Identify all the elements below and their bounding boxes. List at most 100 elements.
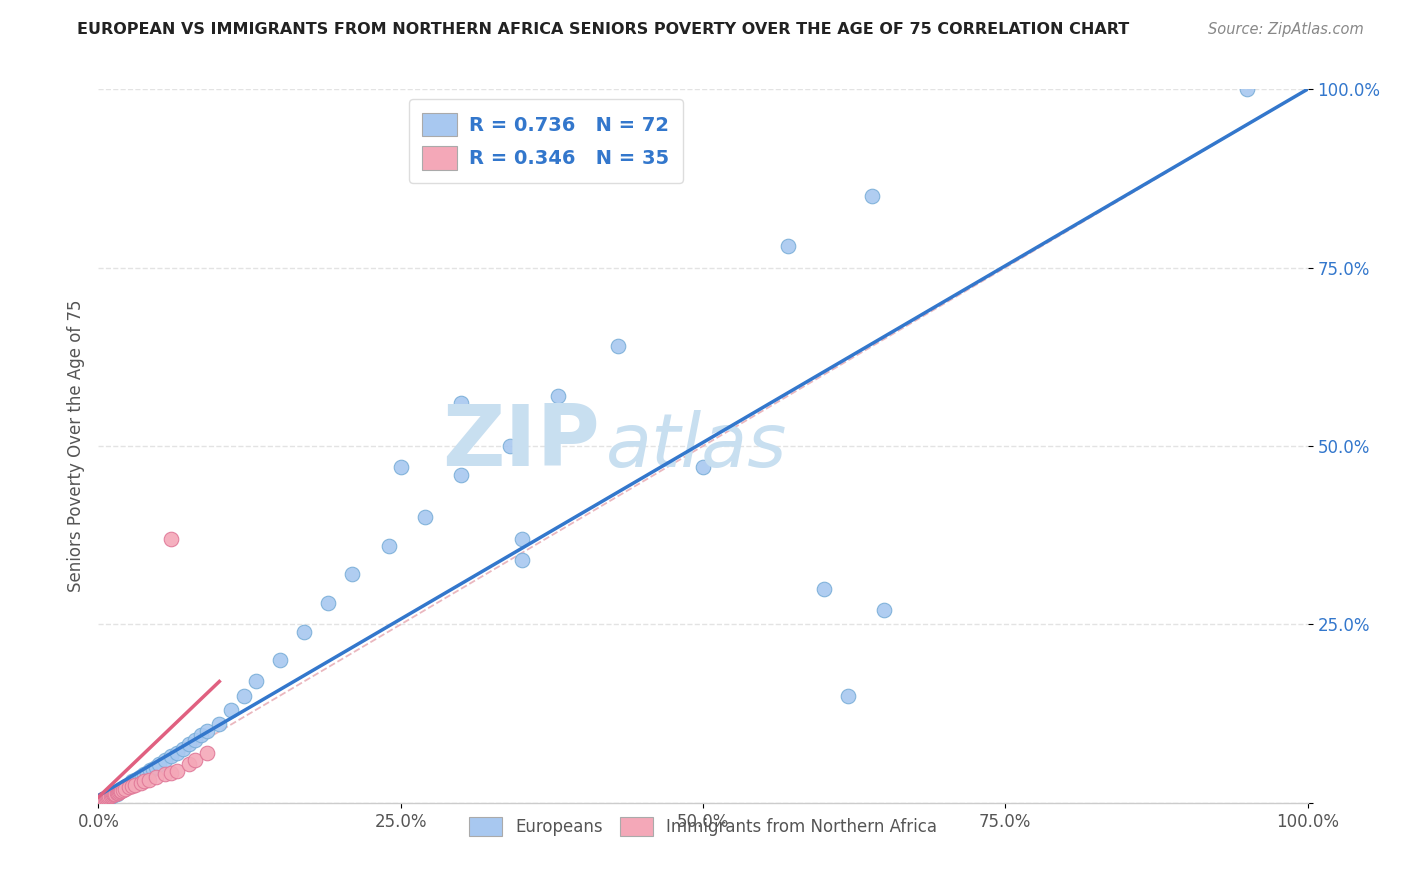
Point: [90, 794, 112, 808]
Point: [107, 785, 129, 799]
Point: [91, 792, 114, 806]
Point: [292, 624, 315, 639]
Point: [221, 703, 243, 717]
Point: [153, 767, 176, 781]
Point: [316, 596, 339, 610]
Point: [131, 769, 153, 783]
Point: [208, 717, 231, 731]
Point: [118, 776, 141, 790]
Point: [91, 794, 114, 808]
Point: [96, 790, 118, 805]
Point: [134, 774, 156, 789]
Point: [114, 780, 136, 794]
Point: [91, 793, 114, 807]
Point: [813, 582, 835, 596]
Point: [108, 784, 131, 798]
Point: [93, 792, 115, 806]
Point: [1236, 82, 1258, 96]
Point: [450, 396, 472, 410]
Text: Source: ZipAtlas.com: Source: ZipAtlas.com: [1208, 22, 1364, 37]
Point: [108, 783, 131, 797]
Point: [148, 756, 170, 771]
Point: [93, 793, 115, 807]
Point: [100, 789, 122, 803]
Point: [269, 653, 291, 667]
Point: [105, 787, 128, 801]
Point: [97, 790, 120, 805]
Point: [389, 460, 412, 475]
Point: [184, 753, 207, 767]
Point: [100, 788, 122, 802]
Point: [121, 779, 143, 793]
Point: [124, 772, 146, 787]
Point: [166, 746, 188, 760]
Point: [873, 603, 896, 617]
Point: [89, 794, 111, 808]
Point: [94, 791, 117, 805]
Point: [138, 772, 160, 787]
Point: [110, 783, 132, 797]
Point: [114, 782, 136, 797]
Point: [111, 783, 134, 797]
Point: [153, 753, 176, 767]
Point: [342, 567, 364, 582]
Point: [245, 674, 267, 689]
Point: [145, 760, 167, 774]
Point: [111, 782, 134, 797]
Point: [172, 742, 194, 756]
Text: EUROPEAN VS IMMIGRANTS FROM NORTHERN AFRICA SENIORS POVERTY OVER THE AGE OF 75 C: EUROPEAN VS IMMIGRANTS FROM NORTHERN AFR…: [77, 22, 1129, 37]
Point: [115, 780, 138, 794]
Point: [142, 762, 165, 776]
Point: [104, 787, 127, 801]
Point: [607, 339, 630, 353]
Point: [89, 795, 111, 809]
Point: [103, 787, 125, 801]
Point: [139, 763, 162, 777]
Point: [179, 756, 201, 771]
Point: [377, 539, 399, 553]
Point: [190, 728, 212, 742]
Point: [121, 774, 143, 789]
Point: [145, 770, 167, 784]
Point: [98, 789, 121, 804]
Legend: Europeans, Immigrants from Northern Africa: Europeans, Immigrants from Northern Afri…: [460, 809, 946, 845]
Point: [93, 791, 115, 805]
Point: [510, 532, 533, 546]
Point: [90, 794, 112, 808]
Point: [110, 783, 132, 797]
Point: [124, 778, 146, 792]
Point: [118, 778, 141, 792]
Point: [100, 789, 122, 803]
Point: [195, 746, 218, 760]
Point: [160, 532, 183, 546]
Point: [105, 786, 128, 800]
Point: [100, 789, 122, 803]
Point: [127, 772, 149, 786]
Text: ZIP: ZIP: [443, 401, 600, 484]
Point: [98, 790, 121, 805]
Point: [498, 439, 520, 453]
Point: [232, 689, 254, 703]
Point: [118, 780, 141, 794]
Point: [103, 787, 125, 801]
Point: [94, 792, 117, 806]
Point: [134, 767, 156, 781]
Point: [160, 765, 183, 780]
Point: [104, 787, 127, 801]
Point: [510, 553, 533, 567]
Point: [96, 790, 118, 805]
Point: [860, 189, 883, 203]
Point: [108, 785, 131, 799]
Point: [195, 724, 218, 739]
Point: [91, 792, 114, 806]
Point: [101, 788, 124, 802]
Point: [96, 791, 118, 805]
Point: [450, 467, 472, 482]
Point: [112, 781, 135, 796]
Point: [97, 790, 120, 805]
Point: [94, 791, 117, 805]
Point: [837, 689, 859, 703]
Point: [692, 460, 714, 475]
Text: atlas: atlas: [606, 410, 787, 482]
Point: [160, 749, 183, 764]
